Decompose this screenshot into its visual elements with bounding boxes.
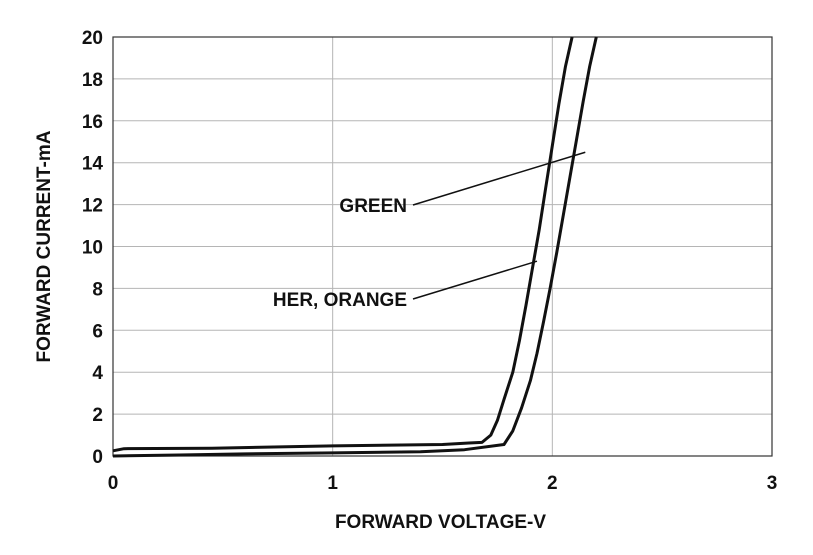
x-tick-label: 2 — [547, 473, 558, 494]
y-tick-label: 2 — [92, 405, 103, 426]
x-tick-label: 3 — [767, 473, 778, 494]
x-tick-label: 0 — [108, 473, 119, 494]
y-tick-label: 8 — [92, 279, 103, 300]
annotation-leader-line — [412, 151, 586, 206]
annotations: GREEN HER, ORANGE — [273, 151, 586, 311]
plot-frame — [112, 36, 773, 457]
series-line-green — [112, 36, 598, 458]
annotation-label: GREEN — [339, 196, 407, 217]
y-tick-label: 12 — [82, 196, 103, 217]
annotation-label: HER, ORANGE — [273, 290, 407, 311]
y-tick-label: 10 — [82, 238, 103, 259]
y-tick-label: 6 — [92, 321, 103, 342]
y-tick-label: 20 — [82, 28, 103, 49]
y-tick-label: 16 — [82, 112, 103, 133]
y-tick-label: 14 — [82, 154, 104, 175]
y-tick-label: 18 — [82, 70, 103, 91]
annotation-leader-line — [412, 260, 538, 300]
grid — [112, 36, 773, 457]
y-tick-label: 0 — [92, 447, 103, 468]
y-tick-label: 4 — [92, 363, 103, 384]
series-layer — [112, 36, 598, 458]
x-tick-label: 1 — [327, 473, 338, 494]
y-axis-title: FORWARD CURRENT-mA — [34, 130, 55, 362]
series-line-her-orange — [112, 36, 574, 453]
x-axis-title: FORWARD VOLTAGE-V — [335, 512, 546, 533]
